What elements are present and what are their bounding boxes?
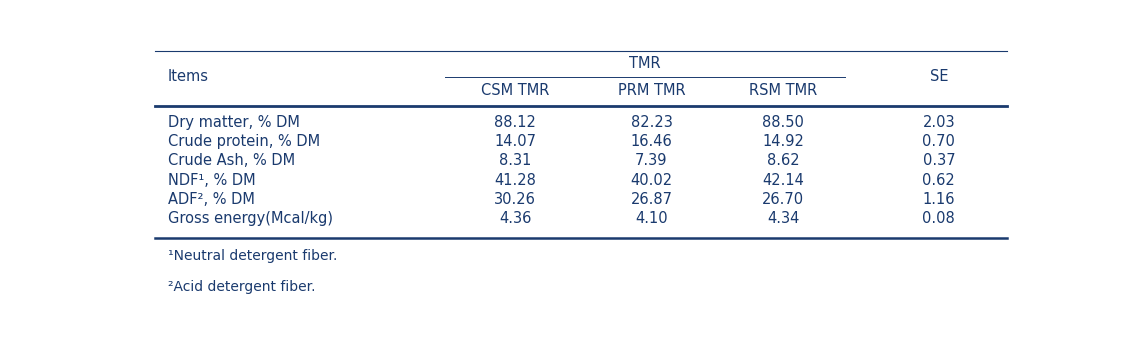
Text: NDF¹, % DM: NDF¹, % DM [168, 173, 256, 188]
Text: 0.37: 0.37 [923, 153, 955, 168]
Text: 82.23: 82.23 [631, 114, 672, 130]
Text: 2.03: 2.03 [923, 114, 955, 130]
Text: 26.70: 26.70 [762, 192, 804, 207]
Text: CSM TMR: CSM TMR [481, 83, 550, 98]
Text: Dry matter, % DM: Dry matter, % DM [168, 114, 301, 130]
Text: Gross energy(Mcal/kg): Gross energy(Mcal/kg) [168, 211, 333, 226]
Text: 41.28: 41.28 [494, 173, 536, 188]
Text: 26.87: 26.87 [631, 192, 672, 207]
Text: 0.70: 0.70 [922, 134, 955, 149]
Text: 4.36: 4.36 [499, 211, 532, 226]
Text: 1.16: 1.16 [923, 192, 955, 207]
Text: 4.10: 4.10 [635, 211, 668, 226]
Text: TMR: TMR [628, 56, 660, 71]
Text: 8.31: 8.31 [499, 153, 532, 168]
Text: 14.92: 14.92 [762, 134, 804, 149]
Text: 0.62: 0.62 [922, 173, 955, 188]
Text: RSM TMR: RSM TMR [750, 83, 818, 98]
Text: 14.07: 14.07 [494, 134, 536, 149]
Text: 8.62: 8.62 [767, 153, 799, 168]
Text: 16.46: 16.46 [631, 134, 672, 149]
Text: 88.12: 88.12 [494, 114, 536, 130]
Text: 4.34: 4.34 [767, 211, 799, 226]
Text: 88.50: 88.50 [762, 114, 804, 130]
Text: ¹Neutral detergent fiber.: ¹Neutral detergent fiber. [168, 249, 338, 263]
Text: 42.14: 42.14 [762, 173, 804, 188]
Text: SE: SE [930, 69, 948, 84]
Text: 0.08: 0.08 [922, 211, 955, 226]
Text: ²Acid detergent fiber.: ²Acid detergent fiber. [168, 280, 315, 294]
Text: PRM TMR: PRM TMR [618, 83, 685, 98]
Text: Crude Ash, % DM: Crude Ash, % DM [168, 153, 295, 168]
Text: Items: Items [168, 69, 209, 84]
Text: ADF², % DM: ADF², % DM [168, 192, 255, 207]
Text: 40.02: 40.02 [631, 173, 672, 188]
Text: 30.26: 30.26 [494, 192, 536, 207]
Text: Crude protein, % DM: Crude protein, % DM [168, 134, 320, 149]
Text: 7.39: 7.39 [635, 153, 668, 168]
